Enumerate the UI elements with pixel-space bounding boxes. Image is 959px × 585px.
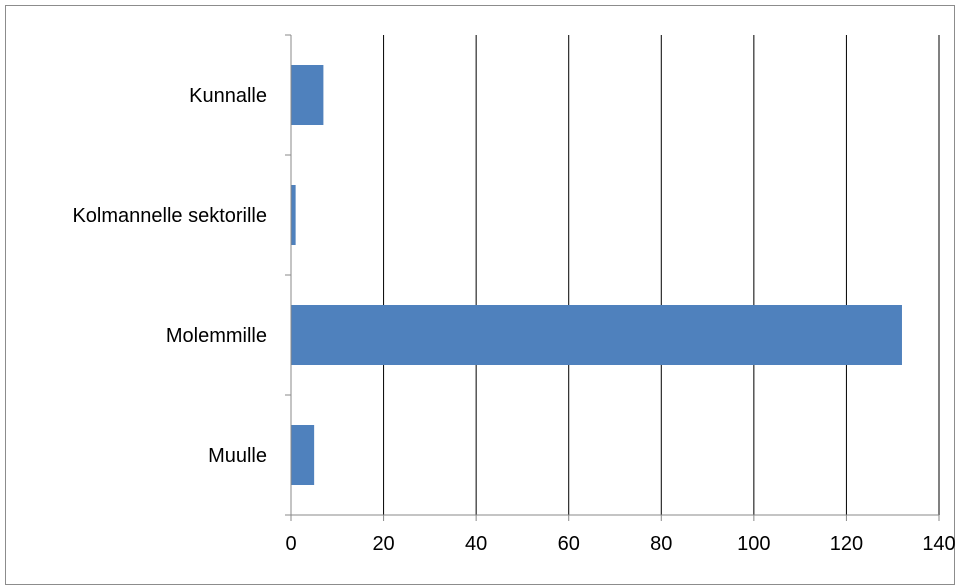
labels: 0 20 40 60 80 100 120 140 Kunnalle Kolmannelle se…: [72, 85, 955, 555]
chart-frame: [5, 5, 955, 585]
x-tick-label: 120: [830, 533, 863, 555]
x-tick-label: 80: [650, 533, 672, 555]
y-category-label: Kunnalle: [189, 85, 267, 107]
x-tick-label: 100: [737, 533, 770, 555]
x-tick-label: 140: [922, 533, 955, 555]
bars: [291, 65, 902, 485]
x-tick-label: 20: [372, 533, 394, 555]
bar-molemmille: [291, 305, 902, 365]
axes: [285, 34, 940, 521]
x-tick-label: 40: [465, 533, 487, 555]
y-category-label: Kolmannelle sektorille: [72, 205, 267, 227]
bar-kolmannelle-sektorille: [291, 185, 296, 245]
bar-muulle: [291, 425, 315, 485]
gridlines: [383, 35, 940, 515]
y-category-label: Molemmille: [166, 325, 267, 347]
x-tick-label: 0: [285, 533, 296, 555]
bar-kunnalle: [291, 65, 324, 125]
x-tick-label: 60: [558, 533, 580, 555]
y-category-label: Muulle: [208, 445, 267, 467]
